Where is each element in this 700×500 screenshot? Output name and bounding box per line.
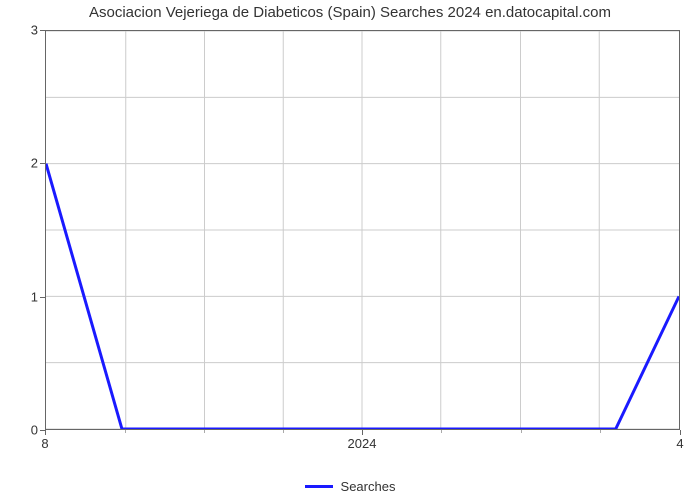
x-minor-tick: [441, 430, 442, 433]
legend-swatch: [305, 485, 333, 488]
x-tick-label: 2024: [348, 436, 377, 451]
y-tick-mark: [40, 163, 45, 164]
y-tick-label: 3: [18, 23, 38, 38]
y-tick-label: 0: [18, 423, 38, 438]
y-tick-label: 1: [18, 289, 38, 304]
x-tick-mark: [362, 430, 363, 435]
x-minor-tick: [125, 430, 126, 433]
x-tick-label: 4: [676, 436, 683, 451]
plot-svg: [46, 31, 679, 429]
y-tick-label: 2: [18, 156, 38, 171]
plot-area: [45, 30, 680, 430]
x-minor-tick: [600, 430, 601, 433]
x-tick-label: 8: [41, 436, 48, 451]
y-tick-mark: [40, 30, 45, 31]
chart-title: Asociacion Vejeriega de Diabeticos (Spai…: [0, 4, 700, 21]
legend: Searches: [0, 479, 700, 494]
legend-label: Searches: [341, 479, 396, 494]
x-minor-tick: [521, 430, 522, 433]
y-tick-mark: [40, 297, 45, 298]
x-tick-mark: [680, 430, 681, 435]
x-minor-tick: [204, 430, 205, 433]
x-minor-tick: [283, 430, 284, 433]
x-tick-mark: [45, 430, 46, 435]
chart-container: Asociacion Vejeriega de Diabeticos (Spai…: [0, 0, 700, 500]
